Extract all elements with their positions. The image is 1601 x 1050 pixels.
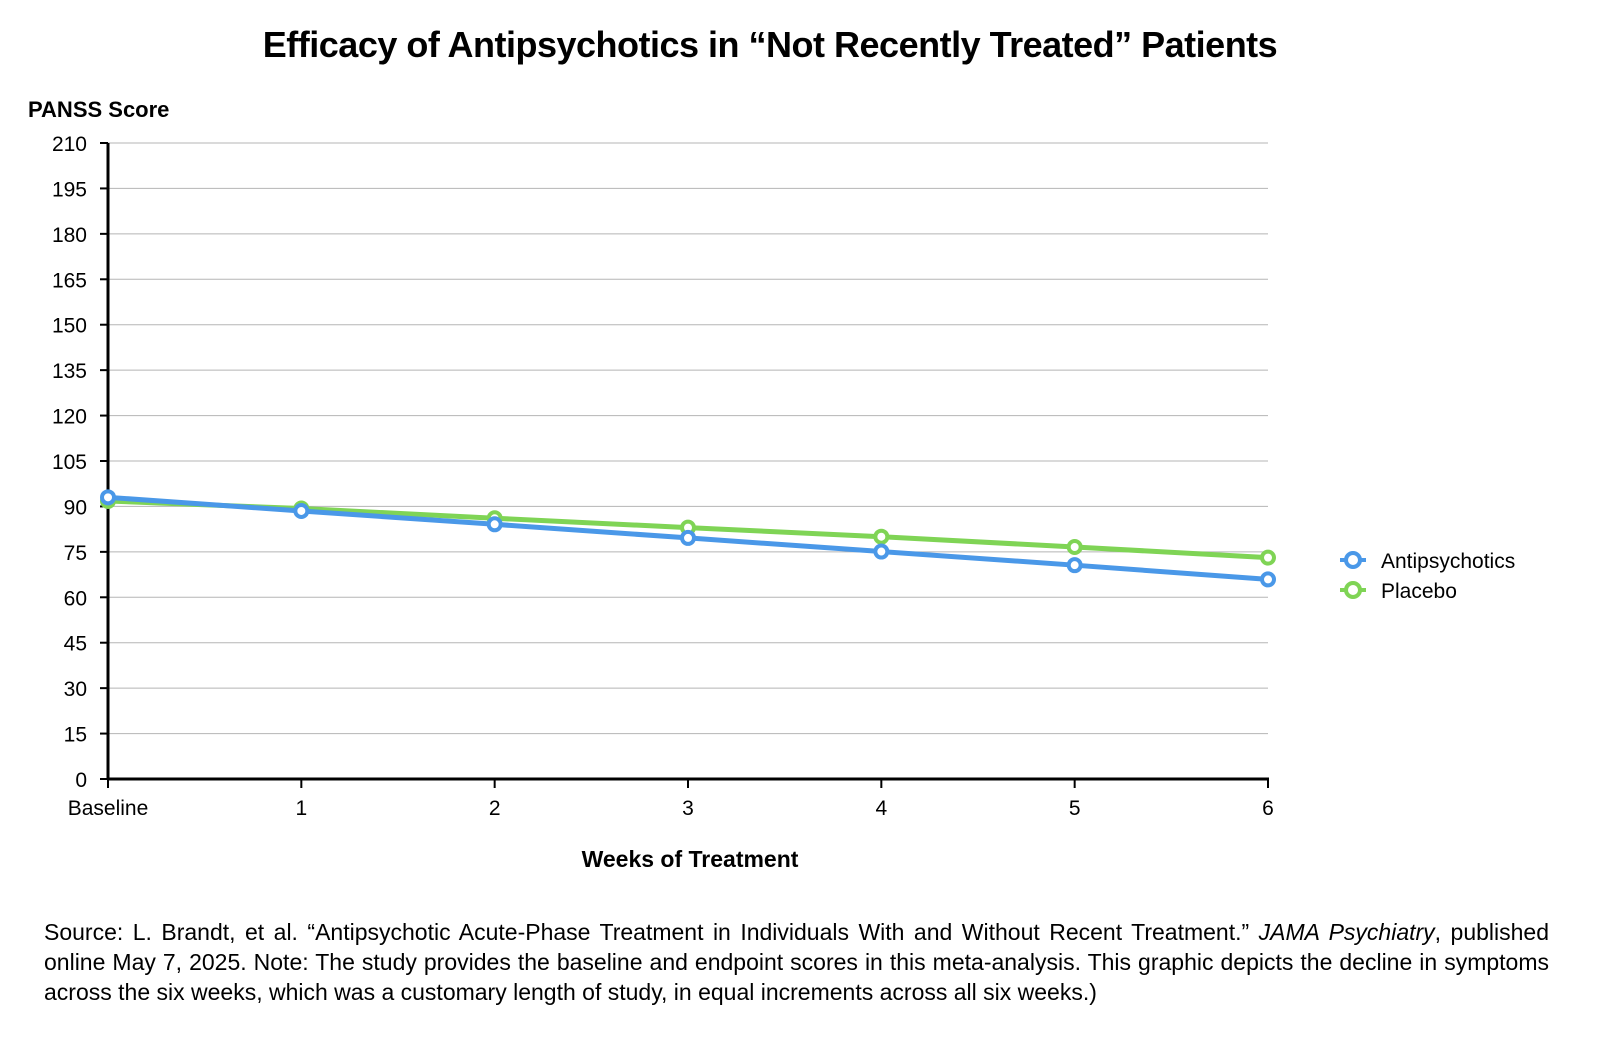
y-tick-label: 135 xyxy=(52,360,87,383)
y-tick-label: 15 xyxy=(64,724,87,747)
legend: Antipsychotics Placebo xyxy=(1340,550,1515,603)
y-tick-label: 120 xyxy=(52,406,87,429)
line-chart: Efficacy of Antipsychotics in “Not Recen… xyxy=(28,24,1515,872)
source-note: Source: L. Brandt, et al. “Antipsychotic… xyxy=(44,917,1549,1007)
chart-title: Efficacy of Antipsychotics in “Not Recen… xyxy=(263,24,1277,65)
source-suffix: , published online May 7, 2025. Note: Th… xyxy=(44,919,1549,1005)
y-tick-label: 165 xyxy=(52,269,87,292)
antipsychotics-point xyxy=(486,516,503,533)
legend-marker-placebo xyxy=(1344,581,1362,599)
y-tick-label: 45 xyxy=(64,633,87,656)
x-tick-label: 4 xyxy=(875,797,887,820)
antipsychotics-point xyxy=(1066,557,1083,574)
antipsychotics-point xyxy=(680,529,696,546)
source-journal: JAMA Psychiatry xyxy=(1258,919,1435,945)
x-tick-label: Baseline xyxy=(68,797,149,820)
y-tick-label: 180 xyxy=(52,224,87,247)
placebo-point xyxy=(873,528,890,545)
x-tick-label: 5 xyxy=(1069,797,1081,820)
source-prefix: Source: L. Brandt, et al. “Antipsychotic… xyxy=(44,919,1259,945)
placebo-point xyxy=(1066,539,1083,556)
x-tick-label: 6 xyxy=(1262,797,1274,820)
tick-labels: 0153045607590105120135150165180195210Bas… xyxy=(52,133,1274,820)
antipsychotics-point xyxy=(100,489,116,506)
antipsychotics-point xyxy=(1260,571,1276,588)
y-tick-label: 210 xyxy=(52,133,87,156)
series-lines xyxy=(100,489,1276,588)
y-tick-label: 60 xyxy=(64,587,87,610)
legend-marker-antipsychotics xyxy=(1344,551,1362,569)
legend-label-placebo: Placebo xyxy=(1381,580,1457,603)
y-tick-label: 0 xyxy=(75,769,87,792)
y-tick-label: 75 xyxy=(64,542,87,565)
y-tick-label: 90 xyxy=(64,496,87,519)
placebo-point xyxy=(1260,549,1276,566)
y-tick-label: 105 xyxy=(52,451,87,474)
axes xyxy=(100,142,1269,788)
y-tick-label: 150 xyxy=(52,315,87,338)
y-tick-label: 30 xyxy=(64,678,87,701)
antipsychotics-point xyxy=(293,502,310,519)
legend-label-antipsychotics: Antipsychotics xyxy=(1381,550,1515,573)
y-tick-label: 195 xyxy=(52,178,87,201)
x-tick-label: 3 xyxy=(682,797,694,820)
x-tick-label: 2 xyxy=(489,797,501,820)
gridlines xyxy=(108,142,1268,735)
antipsychotics-point xyxy=(873,543,890,560)
x-axis-label: Weeks of Treatment xyxy=(582,846,799,872)
y-axis-label: PANSS Score xyxy=(28,97,169,122)
x-tick-label: 1 xyxy=(295,797,307,820)
